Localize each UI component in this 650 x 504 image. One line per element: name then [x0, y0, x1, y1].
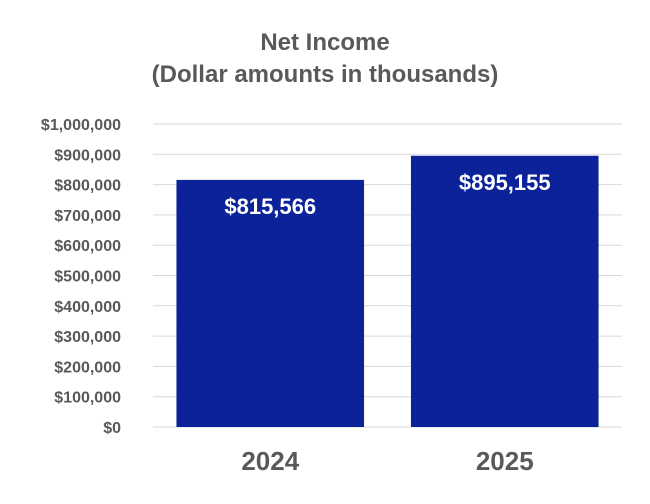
y-tick-label: $400,000 — [54, 299, 121, 316]
x-tick-label-2025: 2025 — [476, 446, 534, 476]
y-tick-label: $800,000 — [54, 178, 121, 195]
y-tick-label: $100,000 — [54, 390, 121, 407]
y-tick-label: $200,000 — [54, 359, 121, 376]
y-tick-label: $700,000 — [54, 208, 121, 225]
y-axis-ticks: $0 $100,000 $200,000 $300,000 $400,000 $500,0… — [41, 117, 121, 437]
data-labels: $815,566 $895,155 — [224, 170, 550, 219]
data-label-2025: $895,155 — [459, 170, 551, 195]
y-tick-label: $600,000 — [54, 238, 121, 255]
y-tick-label: $1,000,000 — [41, 117, 121, 134]
bar-2025 — [410, 155, 599, 427]
x-axis-ticks: 2024 2025 — [241, 446, 533, 476]
chart-title: Net Income — [260, 29, 389, 56]
bar-2024 — [176, 179, 365, 427]
x-tick-label-2024: 2024 — [241, 446, 299, 476]
chart-subtitle: (Dollar amounts in thousands) — [152, 61, 499, 88]
y-tick-label: $0 — [103, 420, 121, 437]
y-tick-label: $900,000 — [54, 147, 121, 164]
y-tick-label: $500,000 — [54, 269, 121, 286]
data-label-2024: $815,566 — [224, 194, 316, 219]
bars — [176, 155, 599, 427]
y-tick-label: $300,000 — [54, 329, 121, 346]
